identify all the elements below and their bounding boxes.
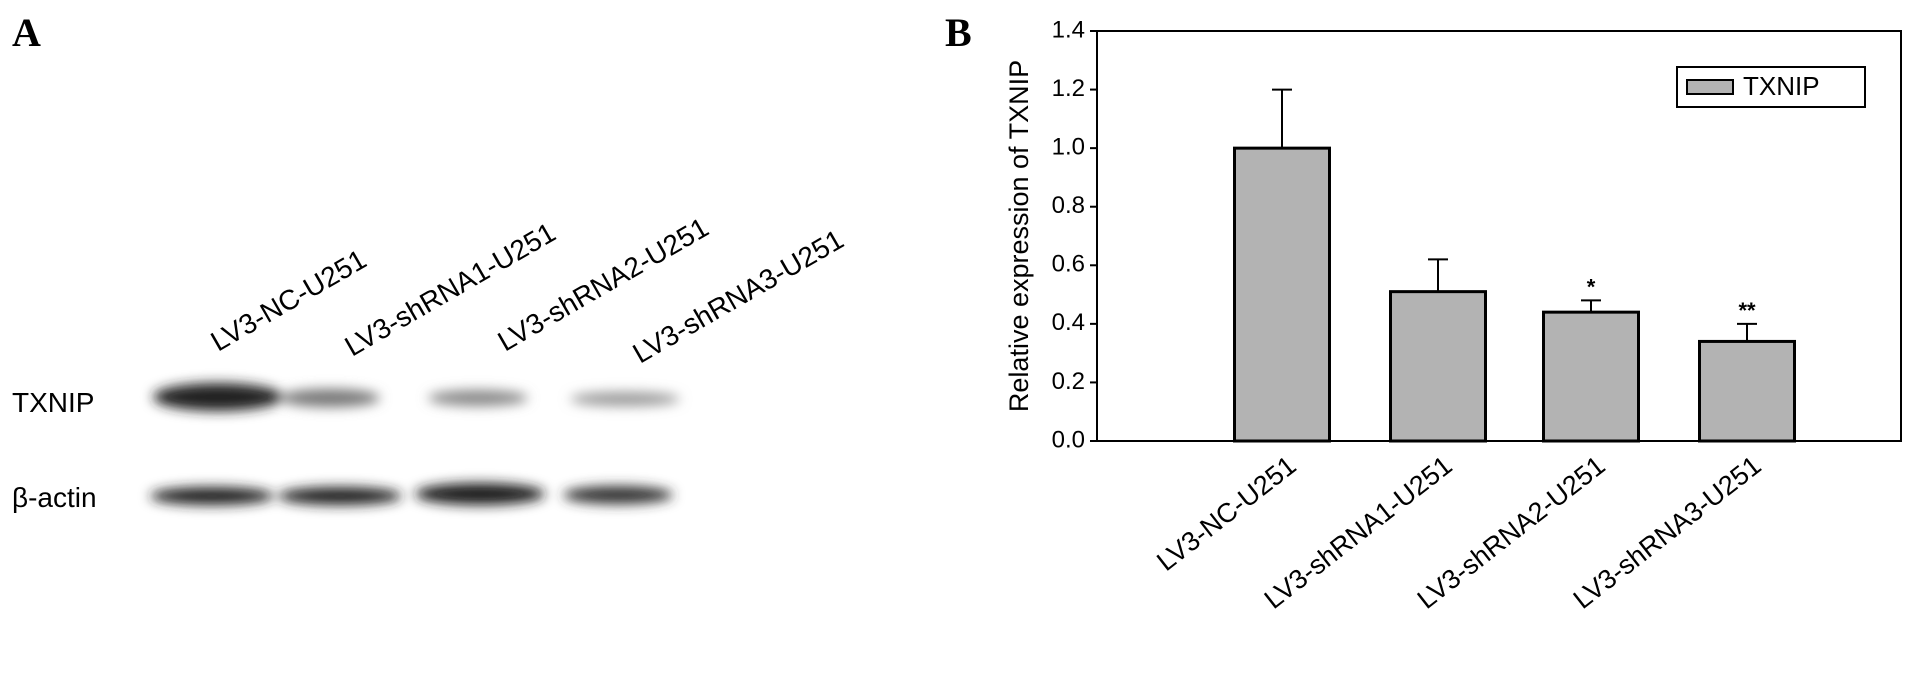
y-tick-label: 1.4 xyxy=(1052,16,1085,43)
blot xyxy=(150,383,680,505)
panel-label: B xyxy=(945,10,972,55)
panel-a: A LV3-NC-U251 LV3-shRNA1-U251 LV3-shRNA2… xyxy=(12,10,849,513)
y-tick-label: 0.8 xyxy=(1052,192,1085,219)
band xyxy=(150,487,274,505)
significance-label: * xyxy=(1587,274,1596,299)
legend-label: TXNIP xyxy=(1743,71,1820,101)
y-tick-label: 0.0 xyxy=(1052,426,1085,453)
legend-swatch xyxy=(1686,79,1734,95)
band xyxy=(570,392,680,406)
bar xyxy=(1698,339,1796,443)
band xyxy=(278,487,402,505)
bar xyxy=(1542,310,1640,443)
y-tick-label: 0.2 xyxy=(1052,368,1085,395)
band xyxy=(153,383,283,411)
bar xyxy=(1389,290,1487,443)
row-label: TXNIP xyxy=(12,387,94,418)
plot-frame xyxy=(1096,30,1902,442)
panel-label: A xyxy=(12,10,41,55)
panel-b: B Relative expression of TXNIP xyxy=(945,10,1034,412)
bar xyxy=(1233,146,1331,443)
y-tick-label: 1.0 xyxy=(1052,133,1085,160)
band xyxy=(428,390,528,406)
band xyxy=(415,483,545,505)
band xyxy=(563,486,673,504)
y-tick-label: 0.6 xyxy=(1052,251,1085,278)
y-axis-label: Relative expression of TXNIP xyxy=(1004,60,1034,412)
significance-label: ** xyxy=(1738,298,1756,323)
x-tick-label: LV3-NC-U251 xyxy=(1151,450,1302,577)
y-tick-label: 1.2 xyxy=(1052,75,1085,102)
band xyxy=(280,389,380,407)
y-tick-label: 0.4 xyxy=(1052,309,1085,336)
row-label: β-actin xyxy=(12,482,97,513)
